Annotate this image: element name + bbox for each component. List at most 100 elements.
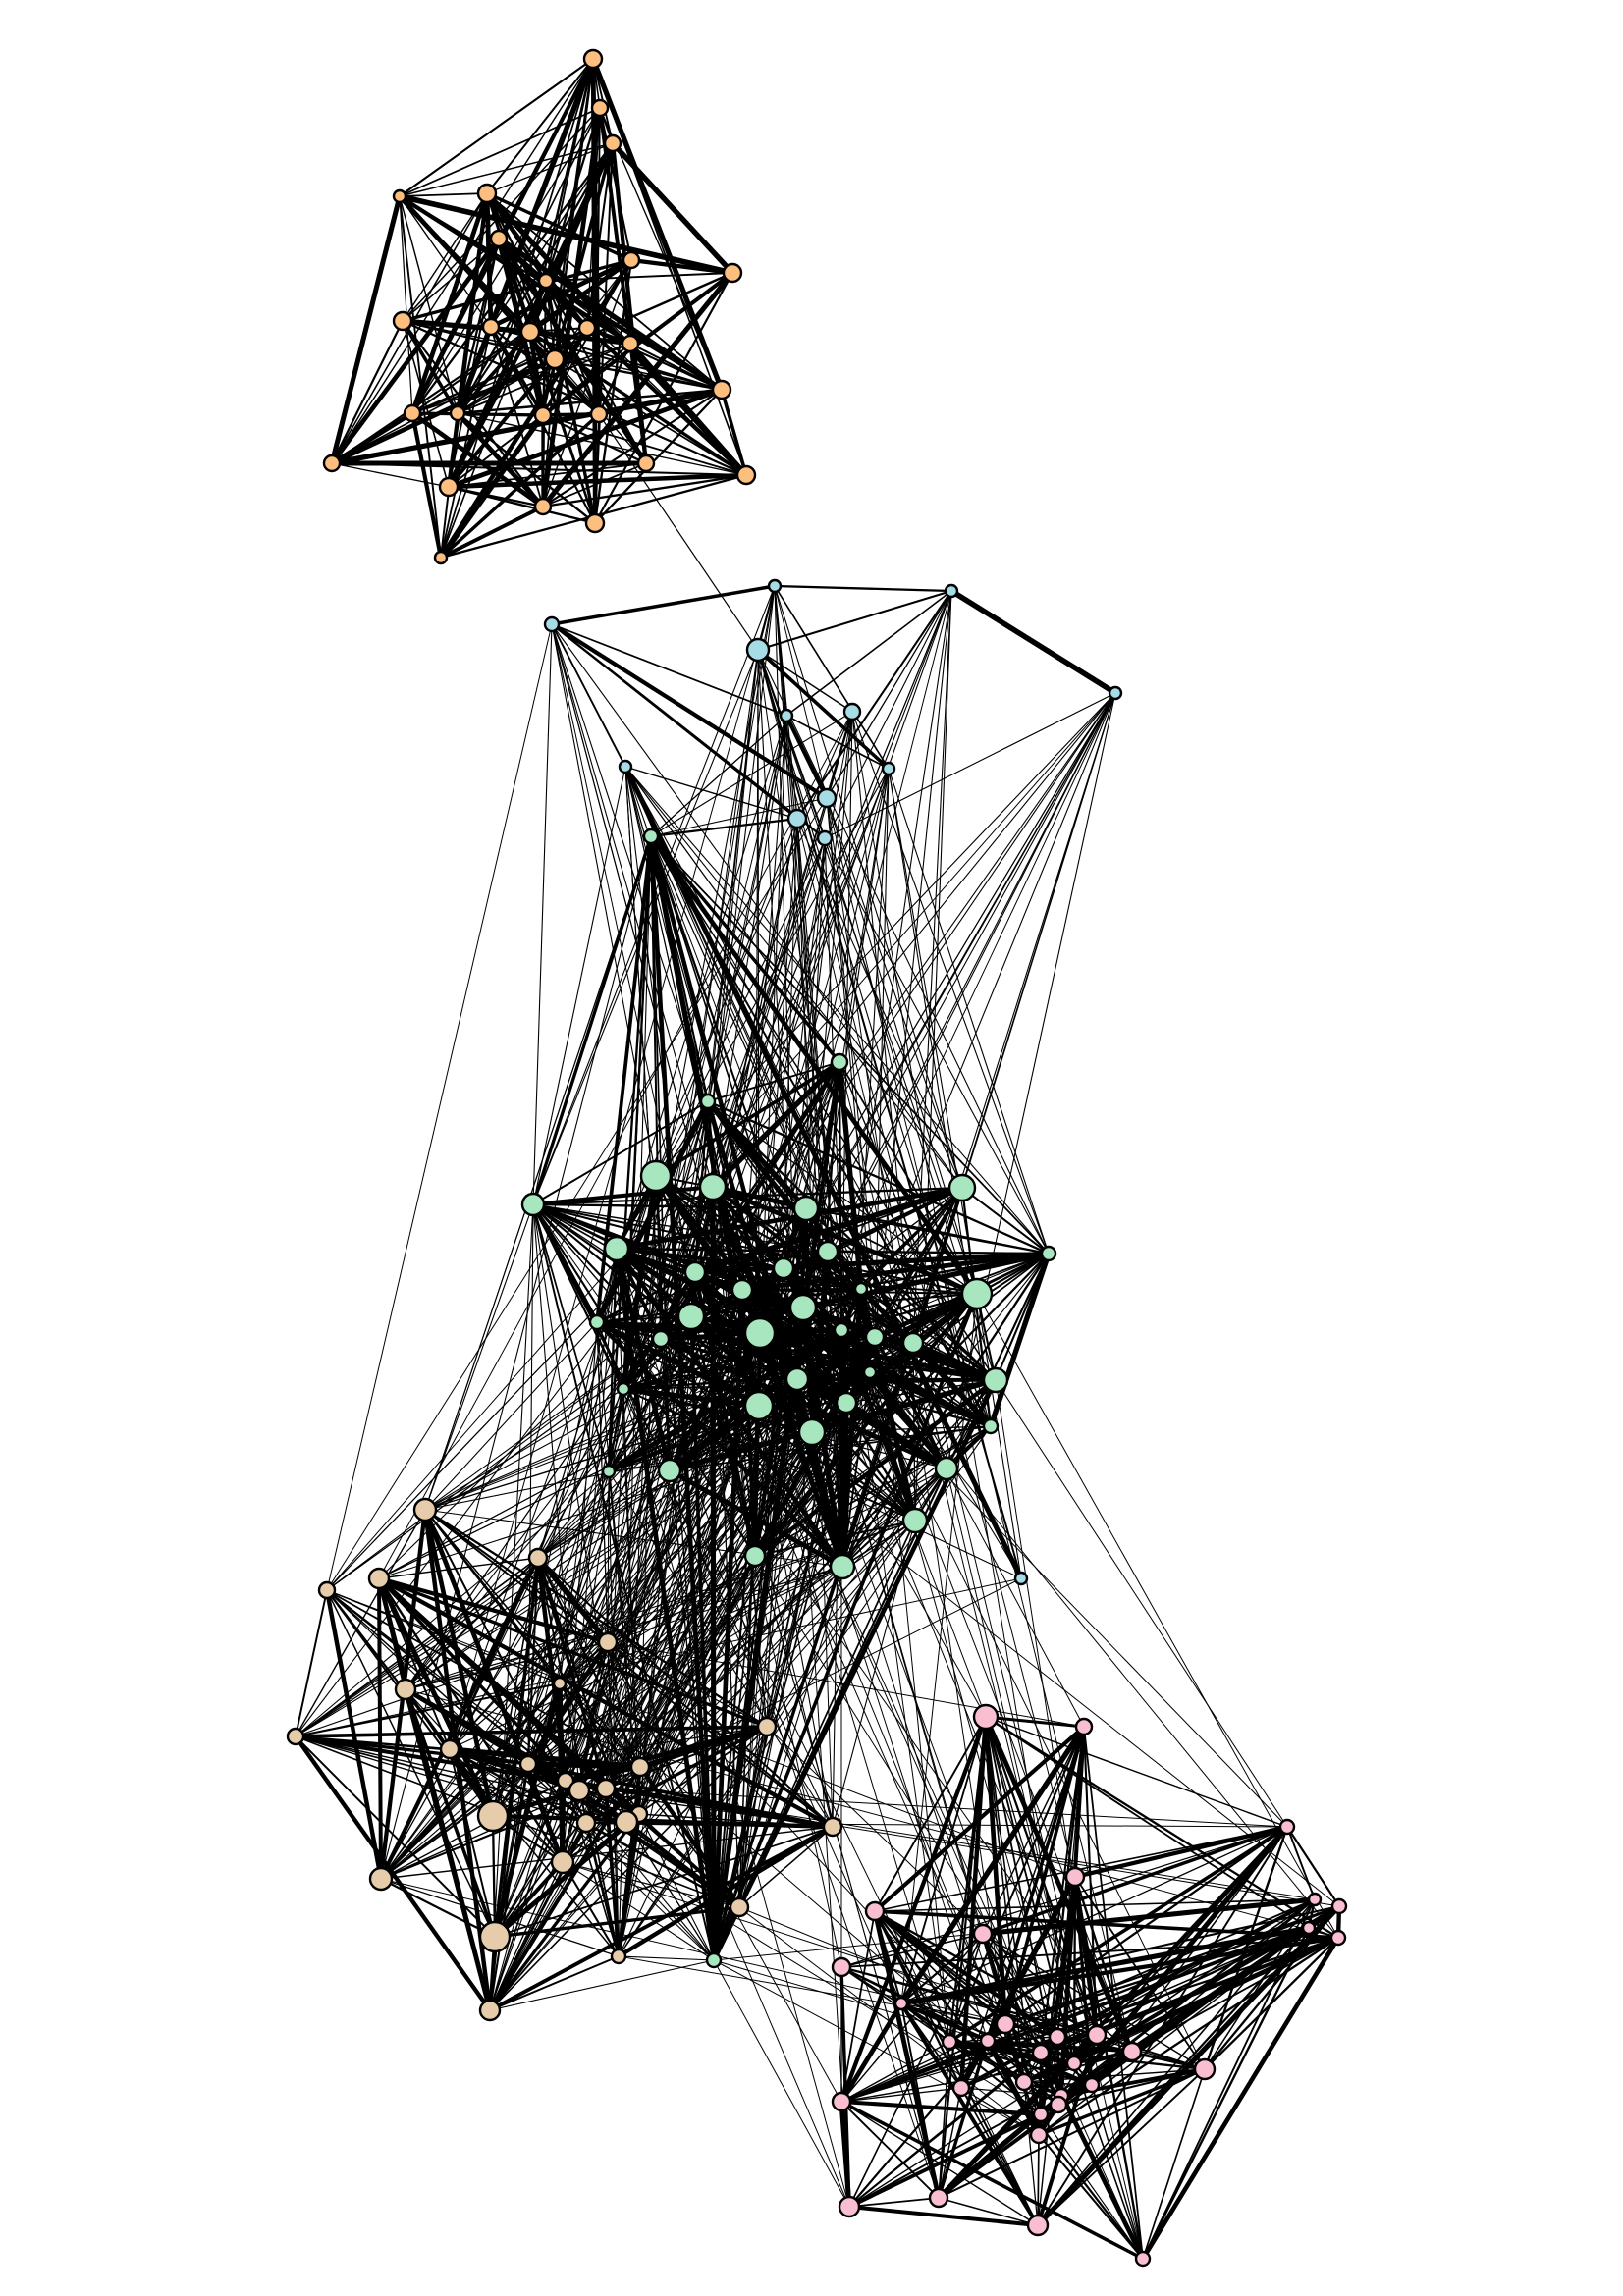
graph-edge bbox=[295, 1735, 496, 1938]
graph-edge bbox=[532, 766, 626, 1205]
graph-edge bbox=[690, 837, 826, 1317]
graph-edge bbox=[447, 485, 597, 525]
graph-edge bbox=[598, 413, 759, 651]
graph-edge bbox=[627, 341, 749, 478]
graph-edge bbox=[449, 1431, 813, 1750]
pink-node bbox=[831, 2091, 852, 2112]
orange-node bbox=[481, 317, 501, 337]
tan-node bbox=[317, 1580, 337, 1600]
pink-node bbox=[972, 1703, 1000, 1731]
graph-edge bbox=[605, 1293, 978, 1789]
graph-edge bbox=[826, 797, 950, 2043]
graph-edge bbox=[1037, 2133, 1145, 2261]
pink-node bbox=[941, 2033, 958, 2051]
green-node bbox=[830, 1052, 849, 1072]
graph-edge bbox=[847, 2112, 1043, 2209]
orange-node bbox=[438, 476, 460, 498]
graph-edge bbox=[796, 818, 834, 1828]
graph-edge bbox=[959, 1897, 1317, 2090]
graph-edge bbox=[981, 1825, 1289, 1936]
graph-edge bbox=[738, 1431, 813, 1908]
pink-node bbox=[1074, 1717, 1094, 1736]
graph-edge bbox=[449, 1388, 624, 1750]
orange-node bbox=[544, 348, 566, 370]
graph-edge bbox=[618, 711, 853, 1957]
orange-node bbox=[533, 405, 553, 425]
graph-edge bbox=[1056, 2067, 1207, 2107]
graph-edge bbox=[578, 1402, 847, 1791]
green-node bbox=[651, 1329, 671, 1349]
graph-edge bbox=[774, 585, 963, 1189]
graph-edge bbox=[624, 766, 862, 1290]
graph-edge bbox=[488, 1825, 835, 2012]
graph-edge bbox=[758, 1405, 950, 2043]
green-node bbox=[657, 1458, 682, 1483]
graph-edge bbox=[329, 356, 558, 466]
graph-edge bbox=[947, 2040, 1094, 2087]
graph-edge bbox=[409, 410, 444, 561]
graph-edge bbox=[759, 1251, 829, 1334]
graph-edge bbox=[378, 1379, 997, 1579]
graph-edge bbox=[757, 649, 760, 1407]
graph-edge bbox=[1038, 1927, 1310, 2136]
graph-edge bbox=[840, 1933, 984, 1968]
pink-node bbox=[1064, 1866, 1086, 1888]
orange-node bbox=[533, 497, 553, 516]
graph-edge bbox=[795, 589, 953, 821]
graph-edge bbox=[624, 766, 671, 1471]
green-node bbox=[730, 1278, 754, 1302]
tan-node bbox=[368, 1866, 394, 1892]
green-node bbox=[784, 1366, 810, 1392]
tan-node bbox=[412, 1497, 438, 1522]
graph-edge bbox=[457, 343, 631, 414]
graph-edge bbox=[639, 1253, 1050, 1768]
graph-edge bbox=[494, 1431, 813, 1938]
orange-node bbox=[403, 403, 422, 423]
graph-edge bbox=[796, 818, 963, 1189]
graph-edge bbox=[492, 1342, 914, 1817]
graph-edge bbox=[578, 1315, 692, 1791]
graph-edge bbox=[399, 142, 614, 197]
graph-edge bbox=[424, 1203, 534, 1511]
tan-node bbox=[286, 1727, 305, 1746]
graph-edge bbox=[424, 1315, 692, 1511]
graph-edge bbox=[424, 1388, 624, 1511]
graph-edge bbox=[624, 766, 963, 1189]
graph-edge bbox=[440, 326, 492, 559]
green-node bbox=[603, 1235, 630, 1262]
pink-node bbox=[951, 2078, 971, 2098]
graph-edge bbox=[585, 1822, 1288, 1828]
graph-edge bbox=[486, 142, 614, 194]
graph-edge bbox=[585, 141, 615, 330]
tan-node bbox=[527, 1547, 549, 1569]
graph-edge bbox=[1074, 1876, 1206, 2070]
graph-edge bbox=[532, 1203, 610, 1472]
graph-edge bbox=[618, 1955, 715, 1961]
graph-edge bbox=[456, 325, 493, 415]
graph-edge bbox=[961, 1187, 1050, 1255]
graph-edge bbox=[638, 1315, 692, 1815]
pink-node bbox=[1121, 2041, 1143, 2062]
graph-edge bbox=[295, 1293, 978, 1737]
graph-edge bbox=[976, 1293, 1022, 1579]
graph-edge bbox=[532, 649, 759, 1205]
graph-edge bbox=[773, 584, 953, 593]
graph-edge bbox=[796, 711, 853, 1380]
orange-node bbox=[636, 454, 656, 473]
green-node bbox=[639, 1159, 673, 1193]
graph-edge bbox=[489, 1520, 916, 2011]
graph-edge bbox=[331, 462, 450, 488]
graph-edge bbox=[532, 623, 553, 1205]
graph-edge bbox=[326, 1589, 587, 1824]
tan-node bbox=[614, 1809, 639, 1835]
graph-edge bbox=[618, 1379, 997, 1957]
orange-node bbox=[537, 272, 555, 290]
graph-edge bbox=[295, 1682, 561, 1737]
graph-edge bbox=[537, 1342, 914, 1559]
graph-edge bbox=[537, 1557, 842, 2103]
graph-edge bbox=[888, 768, 992, 1427]
green-node bbox=[835, 1391, 858, 1415]
graph-edge bbox=[1040, 2113, 1144, 2260]
pink-node bbox=[1134, 2250, 1152, 2268]
graph-edge bbox=[545, 272, 733, 282]
